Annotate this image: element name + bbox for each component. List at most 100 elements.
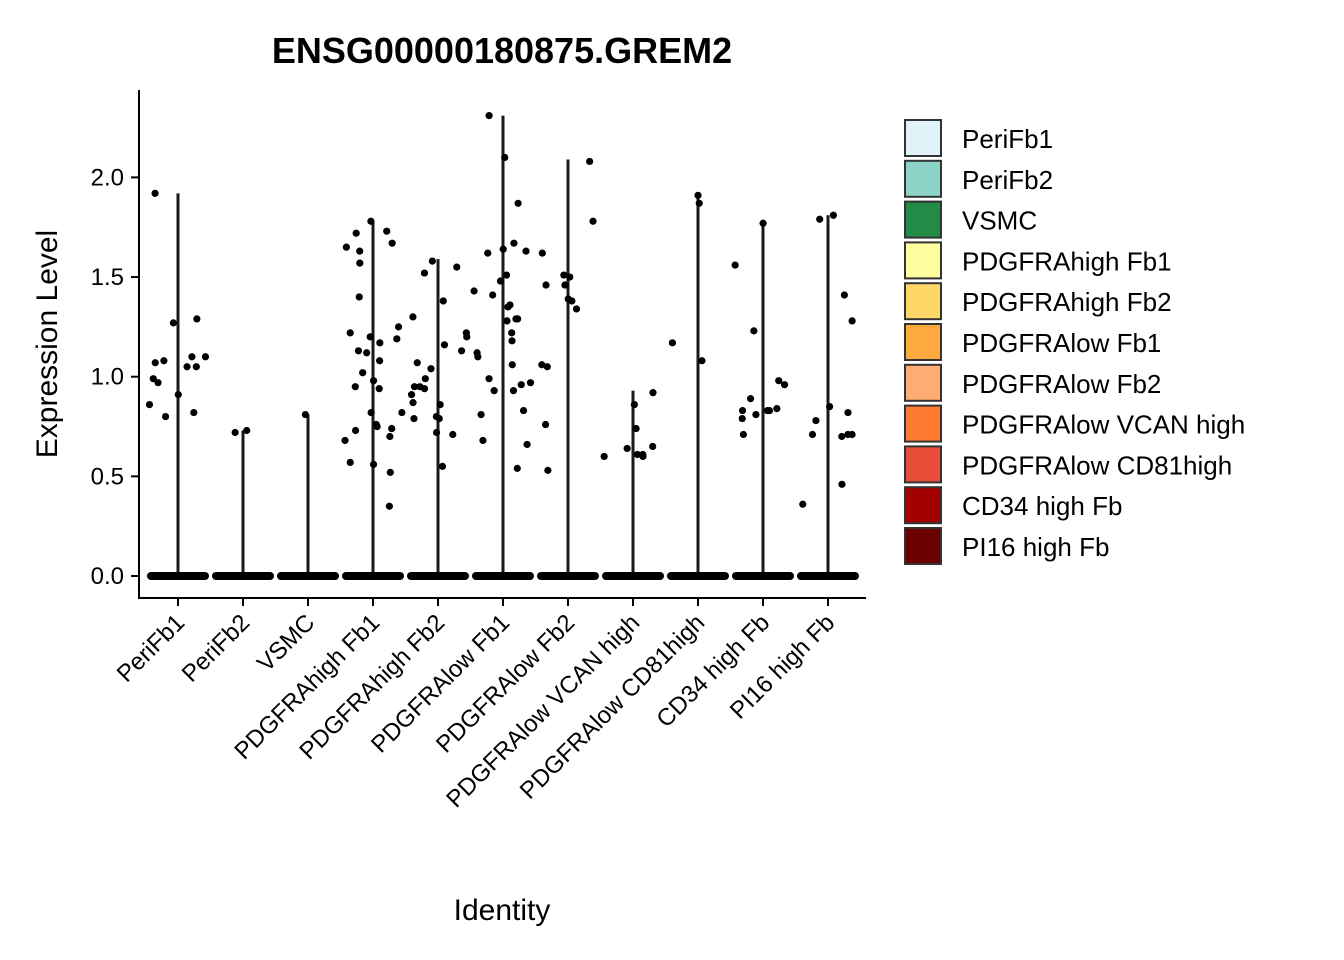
zero-points-band xyxy=(537,572,599,580)
y-tick-label: 2.0 xyxy=(91,164,124,191)
data-point xyxy=(388,239,396,247)
data-point xyxy=(355,293,363,301)
data-point xyxy=(367,408,375,417)
legend-swatch xyxy=(904,200,942,239)
data-point xyxy=(632,424,640,433)
data-point xyxy=(538,361,546,369)
data-point xyxy=(759,219,767,227)
data-point xyxy=(388,424,396,433)
y-tick-label: 1.0 xyxy=(91,364,124,391)
data-point xyxy=(780,381,789,389)
legend-label: PDGFRAlow Fb2 xyxy=(962,369,1161,399)
data-point xyxy=(192,363,200,371)
zero-points-band xyxy=(212,572,274,580)
data-point xyxy=(149,375,157,383)
data-point xyxy=(398,408,406,417)
data-point xyxy=(838,432,846,441)
data-point xyxy=(731,261,739,269)
zero-points-band xyxy=(472,572,534,580)
legend-label: PDGFRAhigh Fb1 xyxy=(962,246,1172,276)
zero-points-band xyxy=(147,572,209,580)
zero-points-band xyxy=(732,572,794,580)
legend-label: PDGFRAhigh Fb2 xyxy=(962,287,1172,317)
data-point xyxy=(512,315,520,323)
data-point xyxy=(151,359,159,367)
data-point xyxy=(383,227,391,235)
data-point xyxy=(154,379,162,387)
data-point xyxy=(188,353,196,361)
legend-label: PDGFRAlow VCAN high xyxy=(962,410,1245,440)
y-tick-label: 1.5 xyxy=(91,264,124,291)
zero-points-band xyxy=(277,572,339,580)
data-point xyxy=(485,375,493,383)
data-point xyxy=(354,347,363,355)
data-point xyxy=(351,426,360,435)
data-point xyxy=(190,408,198,417)
data-point xyxy=(649,442,657,451)
data-point xyxy=(427,365,435,373)
data-point xyxy=(506,301,514,309)
data-point xyxy=(470,287,478,295)
data-point xyxy=(174,391,182,399)
data-point xyxy=(145,401,154,409)
data-point xyxy=(543,363,551,371)
data-point xyxy=(409,399,417,407)
x-tick-label: CD34 high Fb xyxy=(651,609,775,733)
data-point xyxy=(747,395,755,403)
data-point xyxy=(457,347,466,355)
legend-label: PDGFRAlow Fb1 xyxy=(962,328,1161,358)
data-point xyxy=(513,464,521,472)
data-point xyxy=(375,357,384,365)
legend-label: CD34 high Fb xyxy=(962,491,1122,521)
data-point xyxy=(509,387,518,395)
data-point xyxy=(738,414,746,423)
data-point xyxy=(633,450,641,459)
data-point xyxy=(508,337,516,345)
legend-label: PI16 high Fb xyxy=(962,532,1109,562)
data-point xyxy=(410,414,418,423)
data-point xyxy=(695,199,703,207)
legend-swatch xyxy=(904,241,942,280)
data-point xyxy=(160,357,168,365)
zero-points-band xyxy=(407,572,469,580)
legend-swatch xyxy=(904,404,942,443)
data-point xyxy=(416,383,424,391)
zero-points-band xyxy=(342,572,404,580)
data-point xyxy=(523,440,531,449)
data-point xyxy=(409,313,417,321)
x-tick-label: PeriFb2 xyxy=(177,609,256,688)
data-point xyxy=(561,281,569,289)
data-point xyxy=(438,462,447,470)
data-point xyxy=(639,450,647,459)
data-point xyxy=(359,369,367,377)
data-point xyxy=(522,247,530,255)
data-point xyxy=(183,363,191,371)
data-point xyxy=(369,460,378,468)
legend-label: PDGFRAlow CD81high xyxy=(962,450,1232,480)
data-point xyxy=(848,317,856,325)
data-point xyxy=(501,153,509,162)
data-point xyxy=(838,480,846,488)
legend: PeriFb1 PeriFb2 VSMC PDGFRAhigh Fb1 PDGFRAhi… xyxy=(904,119,1245,565)
legend-swatch xyxy=(904,282,942,321)
data-point xyxy=(560,271,568,279)
data-point xyxy=(449,430,457,439)
y-tick-label: 0.0 xyxy=(91,563,124,590)
data-point xyxy=(489,291,497,299)
data-point xyxy=(474,353,482,361)
data-point xyxy=(342,243,350,251)
data-point xyxy=(829,211,837,219)
data-point xyxy=(799,500,807,508)
data-point xyxy=(485,112,493,120)
legend-label: PeriFb2 xyxy=(962,165,1053,195)
y-axis-ticks: 0.0 0.5 1.0 1.5 2.0 xyxy=(91,164,139,590)
data-point xyxy=(508,329,516,337)
data-point xyxy=(394,323,403,331)
data-point xyxy=(369,377,378,385)
data-point xyxy=(649,389,657,397)
data-point xyxy=(572,305,581,313)
data-point xyxy=(243,426,251,435)
data-point xyxy=(739,430,748,439)
